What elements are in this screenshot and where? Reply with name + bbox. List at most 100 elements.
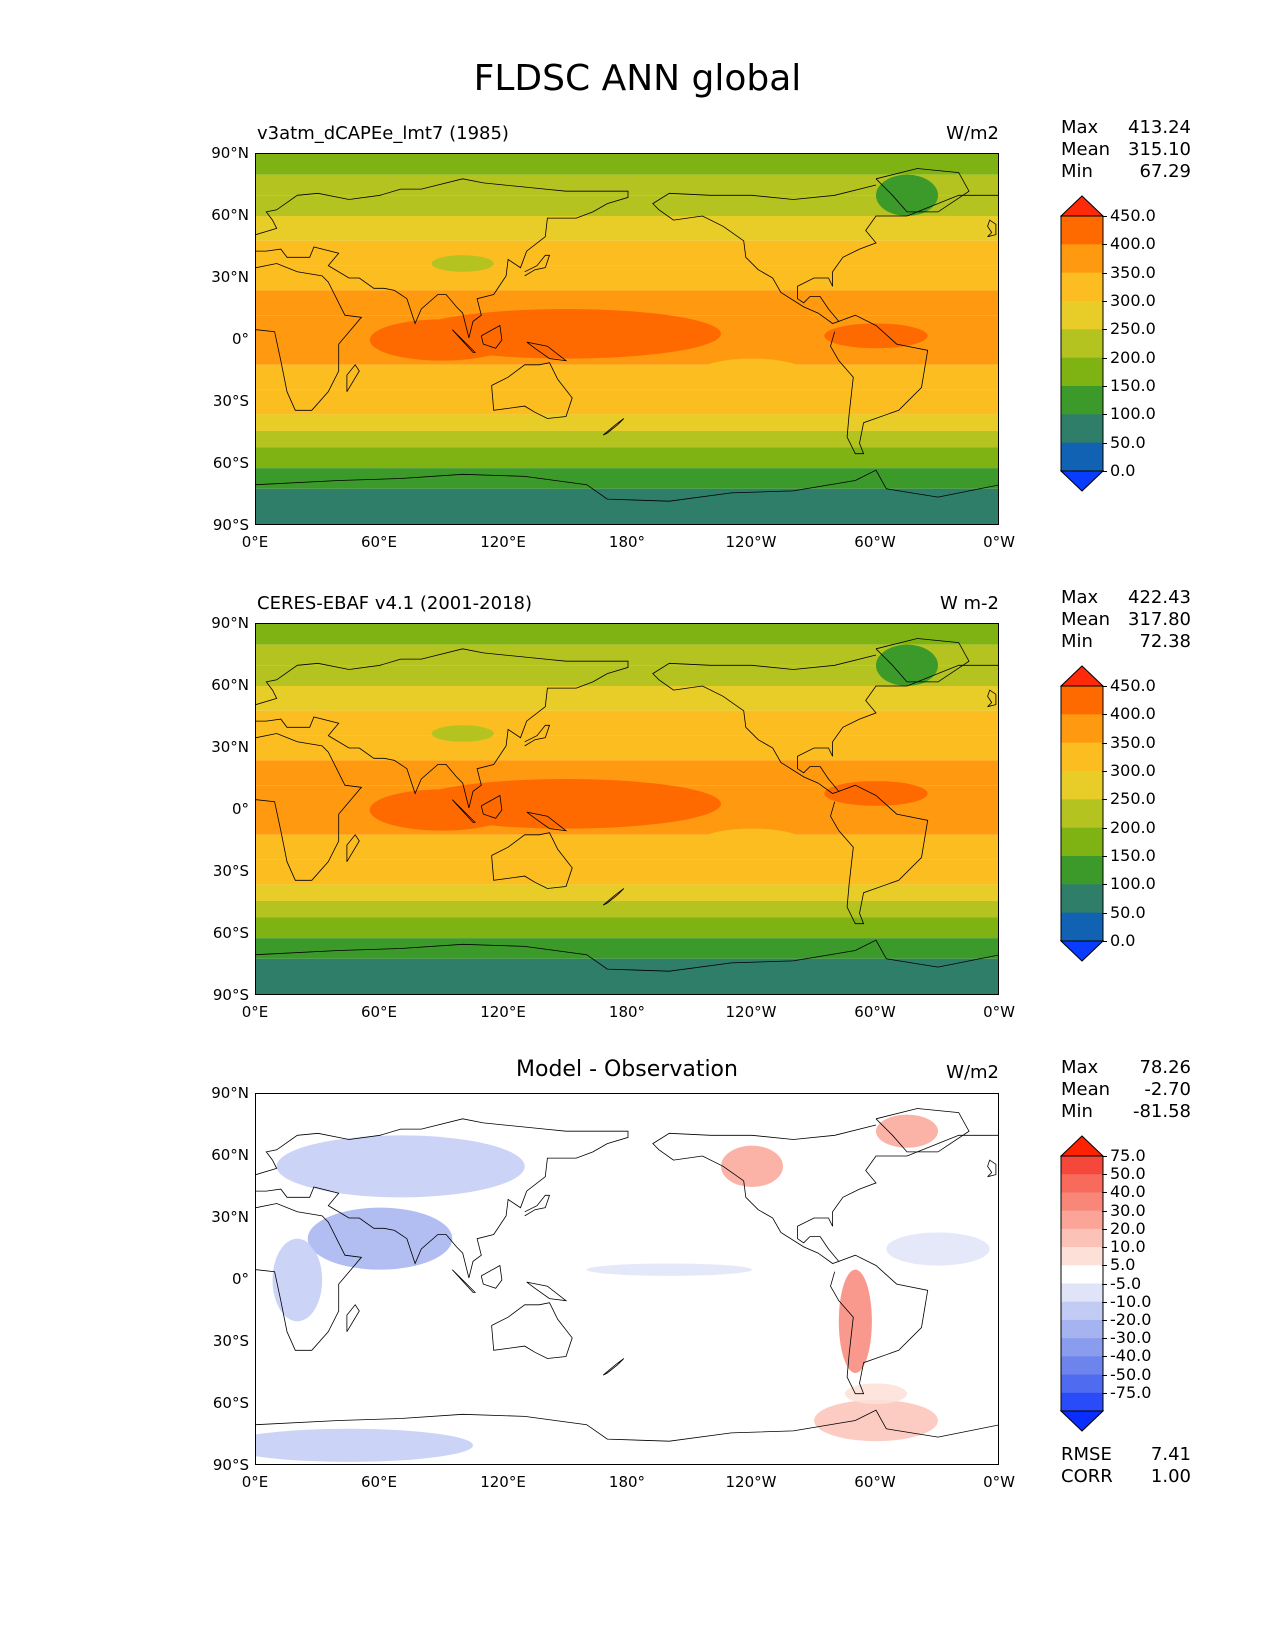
coastline (491, 832, 573, 889)
colorbar-frame (1060, 215, 1104, 472)
colorbar-segment (1061, 856, 1103, 885)
colorbar-tick (1102, 1301, 1107, 1303)
lat-tick-label: 30°S (212, 392, 249, 410)
field-feature (824, 323, 928, 349)
colorbar-tick-label: 0.0 (1110, 931, 1136, 950)
lat-tick-label: 30°N (211, 268, 249, 286)
lat-tick-label: 90°N (211, 1084, 249, 1102)
min-label: Min (1061, 1101, 1093, 1122)
colorbar-segment (1061, 386, 1103, 415)
lat-tick-label: 60°N (211, 676, 249, 694)
lon-tick-label: 0°W (983, 1003, 1015, 1021)
colorbar-tick (1102, 686, 1107, 687)
colorbar-tick-label: 250.0 (1110, 319, 1156, 339)
colorbar (1059, 195, 1105, 496)
colorbar-segment (1061, 414, 1103, 444)
max-label: Max (1061, 1057, 1099, 1078)
field-feature (876, 644, 938, 686)
coastline (602, 888, 625, 906)
field-band (256, 389, 998, 415)
colorbar-extend-min (1059, 1410, 1105, 1432)
lat-tick-label: 90°N (211, 144, 249, 162)
coastline (987, 219, 997, 238)
field-band (256, 644, 998, 666)
field-feature (845, 1383, 907, 1404)
lon-tick-label: 120°W (725, 1473, 777, 1491)
colorbar-tick (1102, 1265, 1107, 1267)
coastline (875, 638, 970, 683)
coastline (602, 1358, 625, 1376)
colorbar-segment (1061, 244, 1103, 274)
lon-tick-label: 180° (608, 1003, 646, 1021)
field-band (256, 265, 998, 291)
lat-tick-label: 60°N (211, 1146, 249, 1164)
map-field (256, 624, 998, 994)
colorbar-tick (1102, 471, 1107, 472)
colorbar-tick (1102, 1174, 1107, 1176)
coastline (987, 1159, 997, 1178)
mean-label: Mean (1061, 139, 1111, 160)
coastline (652, 654, 998, 794)
field-feature (721, 1145, 783, 1187)
colorbar-tick-label: 350.0 (1110, 732, 1156, 752)
field-band (256, 834, 998, 860)
field-feature (369, 789, 515, 831)
colorbar-tick-label: 10.0 (1110, 1237, 1146, 1257)
panel-3-stats: Max 78.26 Mean -2.70 Min -81.58 (1061, 1057, 1191, 1123)
lon-tick-label: 0°W (983, 1473, 1015, 1491)
colorbar-extend-max (1059, 195, 1105, 217)
colorbar-tick-label: 5.0 (1110, 1255, 1136, 1275)
coastline (524, 724, 551, 747)
figure-title: FLDSC ANN global (473, 58, 802, 99)
colorbar-tick (1102, 1356, 1107, 1358)
colorbar-tick-label: -75.0 (1110, 1382, 1152, 1402)
colorbar-extend-max (1059, 665, 1105, 687)
coastline (256, 469, 998, 502)
panel-2-units: W m-2 (939, 593, 999, 614)
colorbar-segment (1061, 884, 1103, 914)
field-feature (838, 1269, 872, 1373)
colorbar-tick-label: 0.0 (1110, 461, 1136, 480)
lon-tick-label: 60°E (360, 533, 398, 551)
field-band (256, 364, 998, 390)
field-feature (272, 1238, 323, 1322)
min-value: 67.29 (1139, 161, 1191, 182)
coastline (491, 362, 573, 419)
lon-tick-label: 60°E (360, 1473, 398, 1491)
field-feature (256, 1428, 473, 1462)
lat-tick-label: 90°S (212, 986, 249, 1004)
colorbar-tick-label: 100.0 (1110, 874, 1156, 894)
lat-tick-label: 30°S (212, 862, 249, 880)
field-band (256, 195, 998, 216)
coastline (346, 364, 360, 392)
lat-tick-label: 30°N (211, 738, 249, 756)
colorbar-tick-label: 400.0 (1110, 234, 1156, 254)
lon-tick-label: 60°W (854, 533, 896, 551)
colorbar-extend-min (1059, 940, 1105, 962)
colorbar-tick (1102, 329, 1107, 331)
colorbar-segment (1061, 301, 1103, 330)
lon-tick-label: 60°W (854, 1473, 896, 1491)
field-band (256, 859, 998, 885)
lat-tick-label: 60°S (212, 454, 249, 472)
lat-tick-label: 30°S (212, 1332, 249, 1350)
coastline (346, 834, 360, 862)
lon-tick-label: 60°W (854, 1003, 896, 1021)
coastline (526, 811, 568, 832)
colorbar-tick (1102, 771, 1107, 772)
colorbar-tick (1102, 742, 1107, 744)
colorbar-tick (1102, 1247, 1107, 1249)
panel-1-map (255, 153, 999, 525)
colorbar-tick (1102, 1210, 1107, 1212)
mean-label: Mean (1061, 1079, 1111, 1100)
coastline (452, 799, 477, 823)
field-band (256, 958, 998, 994)
panel-1-stats: Max 413.24 Mean 315.10 Min 67.29 (1061, 117, 1191, 183)
min-label: Min (1061, 161, 1093, 182)
mean-value: 315.10 (1128, 139, 1191, 160)
mean-label: Mean (1061, 609, 1111, 630)
colorbar-segment (1061, 1156, 1103, 1175)
corr-value: 1.00 (1150, 1466, 1191, 1487)
colorbar-tick-label: -5.0 (1110, 1273, 1142, 1293)
min-label: Min (1061, 631, 1093, 652)
